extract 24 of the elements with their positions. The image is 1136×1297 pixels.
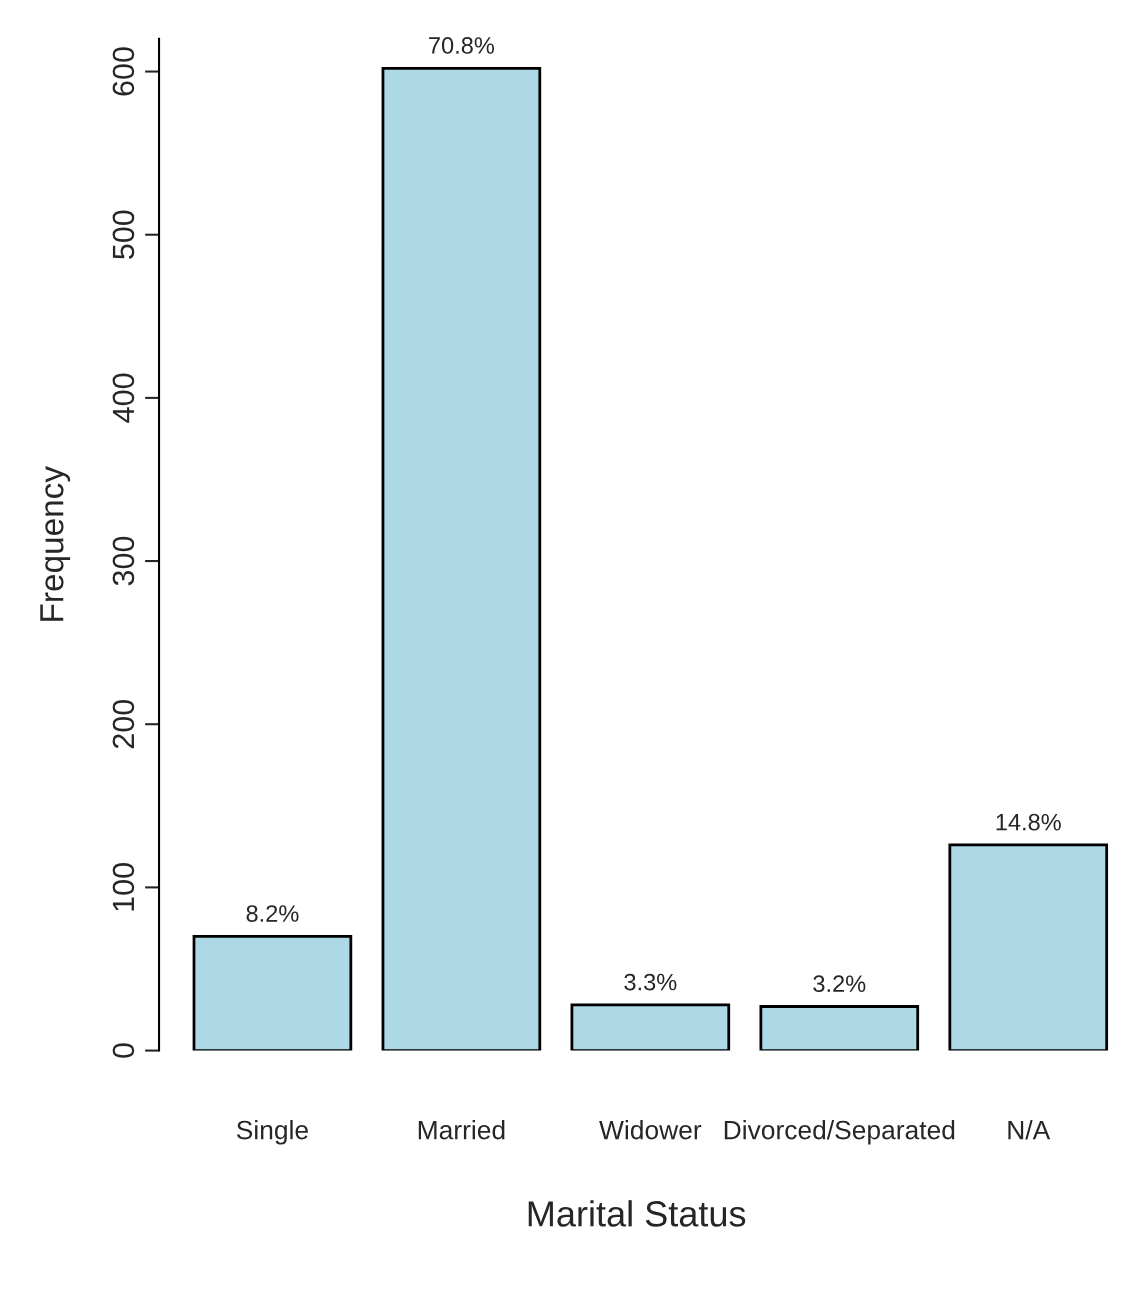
y-tick-label: 0 xyxy=(112,1043,135,1058)
x-tick-label: Married xyxy=(418,1120,505,1140)
y-tick-label: 300 xyxy=(112,536,135,586)
y-tick-label: 400 xyxy=(112,373,135,423)
bar xyxy=(381,66,542,1051)
y-axis-title: Frequency xyxy=(40,466,71,621)
x-tick-label: Divorced/Separated xyxy=(724,1120,955,1145)
y-tick-label: 200 xyxy=(112,699,135,749)
annotation: 70.8% xyxy=(429,37,495,54)
bar xyxy=(192,934,353,1051)
x-tick-label: Widower xyxy=(599,1120,702,1140)
annotation: 14.8% xyxy=(996,813,1061,831)
x-tick-label: N/A xyxy=(1008,1120,1051,1140)
y-tick-label: 100 xyxy=(112,863,135,911)
annotation: 3.2% xyxy=(813,975,866,993)
bar xyxy=(759,1005,920,1051)
x-axis-title: Marital Status xyxy=(528,1200,746,1227)
bar xyxy=(948,843,1109,1051)
x-tick-label: Single xyxy=(236,1120,308,1145)
annotation: 3.3% xyxy=(624,973,677,991)
y-tick-label: 500 xyxy=(112,210,135,259)
y-tick-label: 600 xyxy=(112,47,135,96)
bar xyxy=(570,1003,731,1051)
annotation: 8.2% xyxy=(246,905,299,922)
